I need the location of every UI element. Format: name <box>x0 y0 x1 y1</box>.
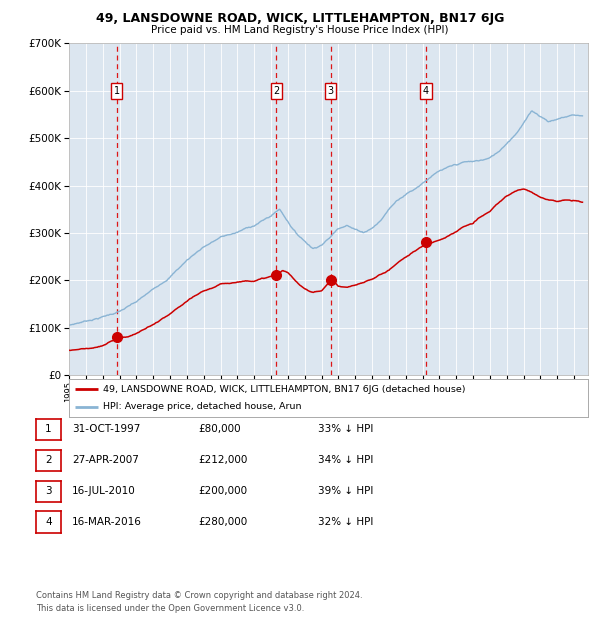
Text: £280,000: £280,000 <box>198 517 247 527</box>
Text: 2: 2 <box>45 455 52 465</box>
Text: 34% ↓ HPI: 34% ↓ HPI <box>318 455 373 465</box>
Text: £80,000: £80,000 <box>198 424 241 434</box>
Text: 31-OCT-1997: 31-OCT-1997 <box>72 424 140 434</box>
Text: 4: 4 <box>45 517 52 527</box>
Text: 32% ↓ HPI: 32% ↓ HPI <box>318 517 373 527</box>
Text: £212,000: £212,000 <box>198 455 247 465</box>
Text: £200,000: £200,000 <box>198 486 247 496</box>
Text: 16-MAR-2016: 16-MAR-2016 <box>72 517 142 527</box>
Text: 39% ↓ HPI: 39% ↓ HPI <box>318 486 373 496</box>
Text: 16-JUL-2010: 16-JUL-2010 <box>72 486 136 496</box>
Text: 1: 1 <box>113 86 120 95</box>
Text: 49, LANSDOWNE ROAD, WICK, LITTLEHAMPTON, BN17 6JG: 49, LANSDOWNE ROAD, WICK, LITTLEHAMPTON,… <box>96 12 504 25</box>
Text: 3: 3 <box>45 486 52 496</box>
Text: 3: 3 <box>328 86 334 95</box>
Text: 2: 2 <box>273 86 280 95</box>
Text: HPI: Average price, detached house, Arun: HPI: Average price, detached house, Arun <box>103 402 301 412</box>
Text: 4: 4 <box>423 86 429 95</box>
Text: 49, LANSDOWNE ROAD, WICK, LITTLEHAMPTON, BN17 6JG (detached house): 49, LANSDOWNE ROAD, WICK, LITTLEHAMPTON,… <box>103 384 465 394</box>
Text: 27-APR-2007: 27-APR-2007 <box>72 455 139 465</box>
Text: Price paid vs. HM Land Registry's House Price Index (HPI): Price paid vs. HM Land Registry's House … <box>151 25 449 35</box>
Text: 33% ↓ HPI: 33% ↓ HPI <box>318 424 373 434</box>
Text: 1: 1 <box>45 424 52 434</box>
Text: Contains HM Land Registry data © Crown copyright and database right 2024.
This d: Contains HM Land Registry data © Crown c… <box>36 591 362 613</box>
